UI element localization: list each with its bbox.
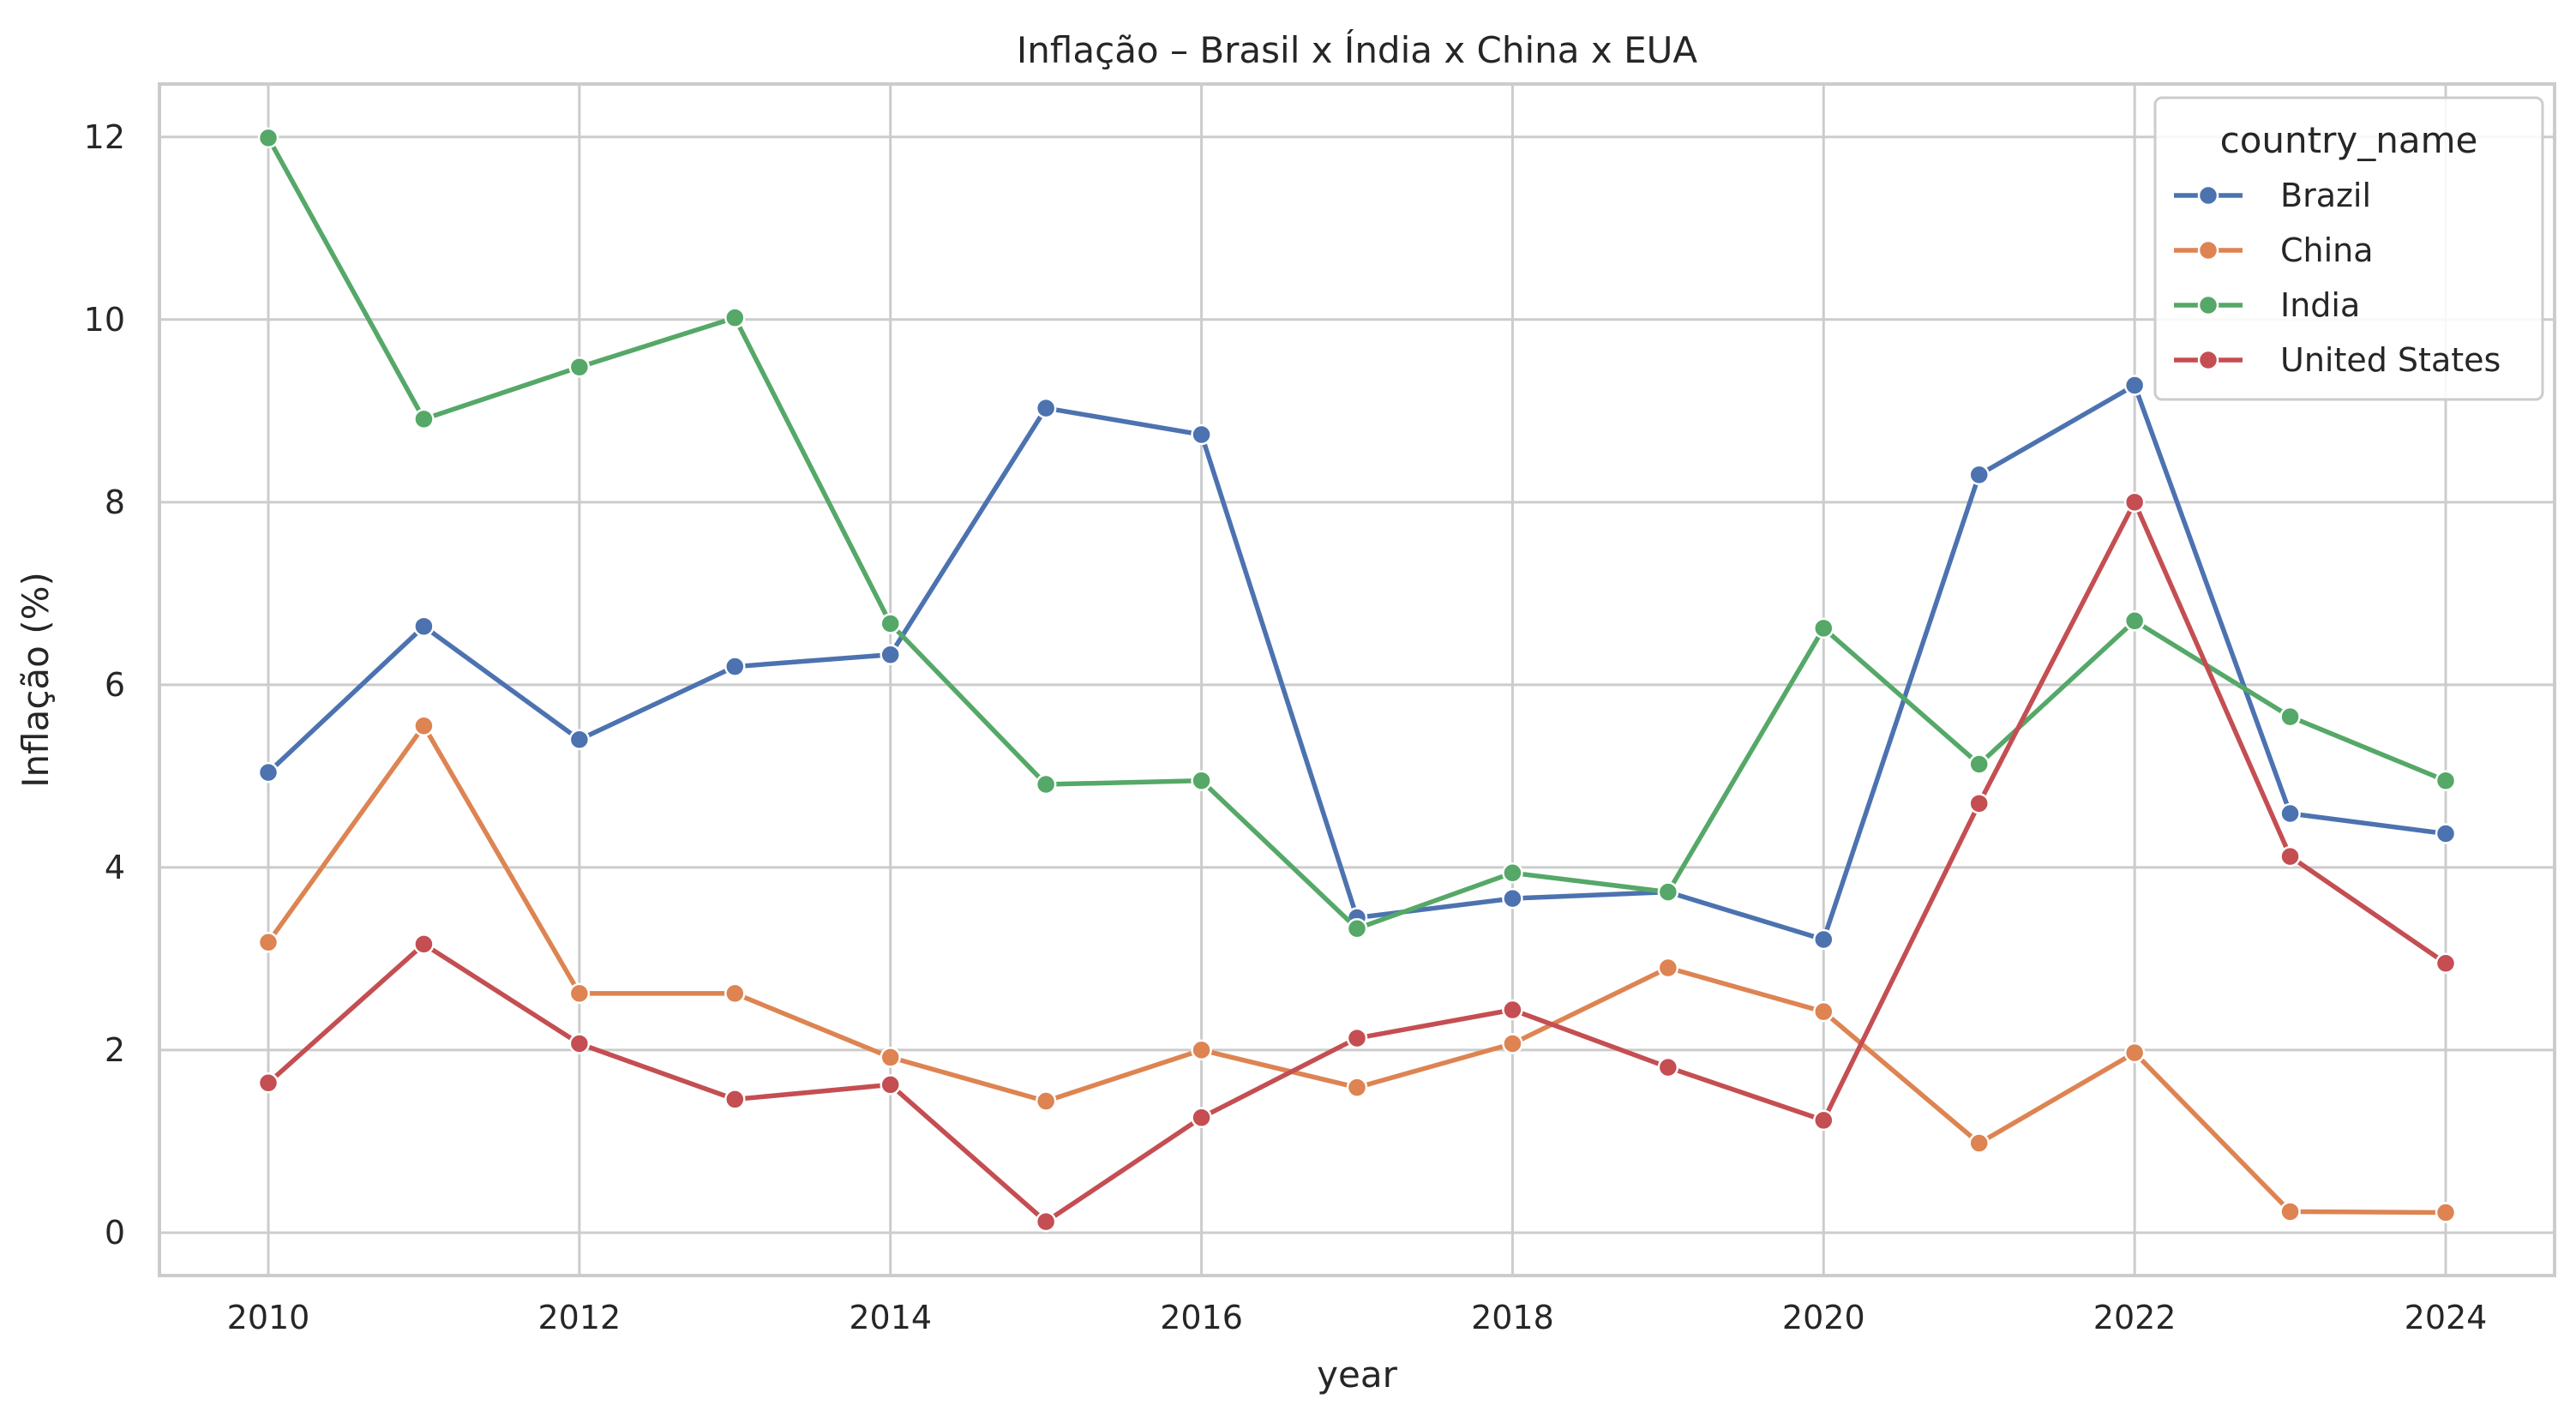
x-tick-label: 2022 [2093,1299,2177,1336]
data-point-india [724,307,746,328]
data-point-china [880,1047,901,1068]
data-point-united-states [1502,999,1523,1021]
data-point-china [1657,957,1679,979]
y-tick-label: 2 [105,1031,125,1069]
data-point-brazil [257,761,279,784]
data-point-china [1191,1039,1212,1061]
x-tick-label: 2018 [1471,1299,1554,1336]
data-point-china [2435,1202,2457,1223]
data-point-china [1502,1033,1523,1054]
x-tick-label: 2012 [537,1299,621,1336]
data-point-united-states [1813,1109,1834,1132]
data-point-brazil [568,729,591,751]
data-point-china [724,982,746,1005]
data-point-india [2279,705,2301,728]
y-tick-label: 4 [105,849,125,886]
legend-marker-china [2197,239,2219,261]
x-axis-label: year [1317,1354,1397,1396]
legend-label-united-states: United States [2280,341,2501,379]
legend: country_name Brazil China India United Stat… [2153,96,2544,401]
series-group [257,127,2457,1233]
data-point-india [1502,862,1523,884]
plot-frame [158,82,2556,1277]
data-point-united-states [724,1089,746,1110]
x-tick-label: 2010 [227,1299,310,1336]
data-point-united-states [1191,1107,1212,1128]
data-point-india [413,408,435,430]
y-tick-label: 12 [84,118,125,156]
legend-marker-brazil [2197,184,2219,207]
data-point-india [257,127,279,149]
data-point-brazil [413,615,435,637]
legend-box [2153,96,2544,401]
x-tick-label: 2020 [1782,1299,1865,1336]
data-point-united-states [1346,1027,1368,1049]
chart-title: Inflação – Brasil x Índia x China x EUA [1017,28,1697,71]
legend-marker-united-states [2197,349,2219,371]
data-point-brazil [1191,423,1212,446]
x-tick-label: 2014 [849,1299,932,1336]
data-point-china [1346,1077,1368,1098]
data-point-united-states [2123,491,2146,513]
data-point-brazil [1813,928,1834,951]
x-tick-label: 2016 [1160,1299,1243,1336]
data-point-united-states [568,1033,591,1054]
data-point-brazil [1968,464,1990,486]
legend-label-india: India [2280,286,2360,324]
data-point-india [1035,773,1057,796]
data-point-india [880,613,901,634]
data-point-india [568,356,591,378]
data-point-china [1035,1090,1057,1112]
data-point-china [2123,1042,2146,1064]
data-point-china [413,715,435,737]
legend-label-brazil: Brazil [2280,177,2371,214]
data-point-brazil [2435,823,2457,844]
data-point-united-states [880,1074,901,1096]
data-point-brazil [1502,887,1523,910]
data-point-united-states [2435,952,2457,974]
data-point-united-states [257,1072,279,1094]
tick-labels: 2010 2012 2014 2016 2018 2020 2022 2024 0 2 4 6 8 10 1… [84,118,2488,1336]
data-point-india [1346,917,1368,940]
data-point-china [568,982,591,1005]
data-point-india [1968,754,1990,775]
legend-label-china: China [2280,231,2374,269]
data-point-india [1657,881,1679,903]
data-point-china [1813,1000,1834,1023]
data-point-china [2279,1201,2301,1222]
data-point-united-states [1968,793,1990,814]
legend-marker-india [2197,294,2219,316]
legend-items: Brazil China India United States [2174,177,2501,379]
legend-title: country_name [2220,119,2478,161]
data-point-india [1191,770,1212,791]
y-axis-label: Inflação (%) [15,572,57,788]
data-point-china [257,931,279,953]
data-point-brazil [724,656,746,677]
data-point-brazil [2123,375,2146,396]
data-point-brazil [880,644,901,665]
data-point-brazil [2279,802,2301,825]
data-point-united-states [2279,845,2301,868]
y-tick-label: 8 [105,483,125,521]
data-point-china [1968,1132,1990,1154]
data-point-united-states [1035,1210,1057,1233]
data-point-india [2123,610,2146,632]
data-point-brazil [1035,397,1057,419]
y-tick-label: 0 [105,1214,125,1252]
x-tick-label: 2024 [2405,1299,2488,1336]
data-point-india [2435,770,2457,791]
data-point-united-states [413,934,435,955]
y-tick-label: 10 [84,301,125,339]
data-point-india [1813,617,1834,639]
y-tick-label: 6 [105,666,125,704]
data-point-united-states [1657,1056,1679,1078]
